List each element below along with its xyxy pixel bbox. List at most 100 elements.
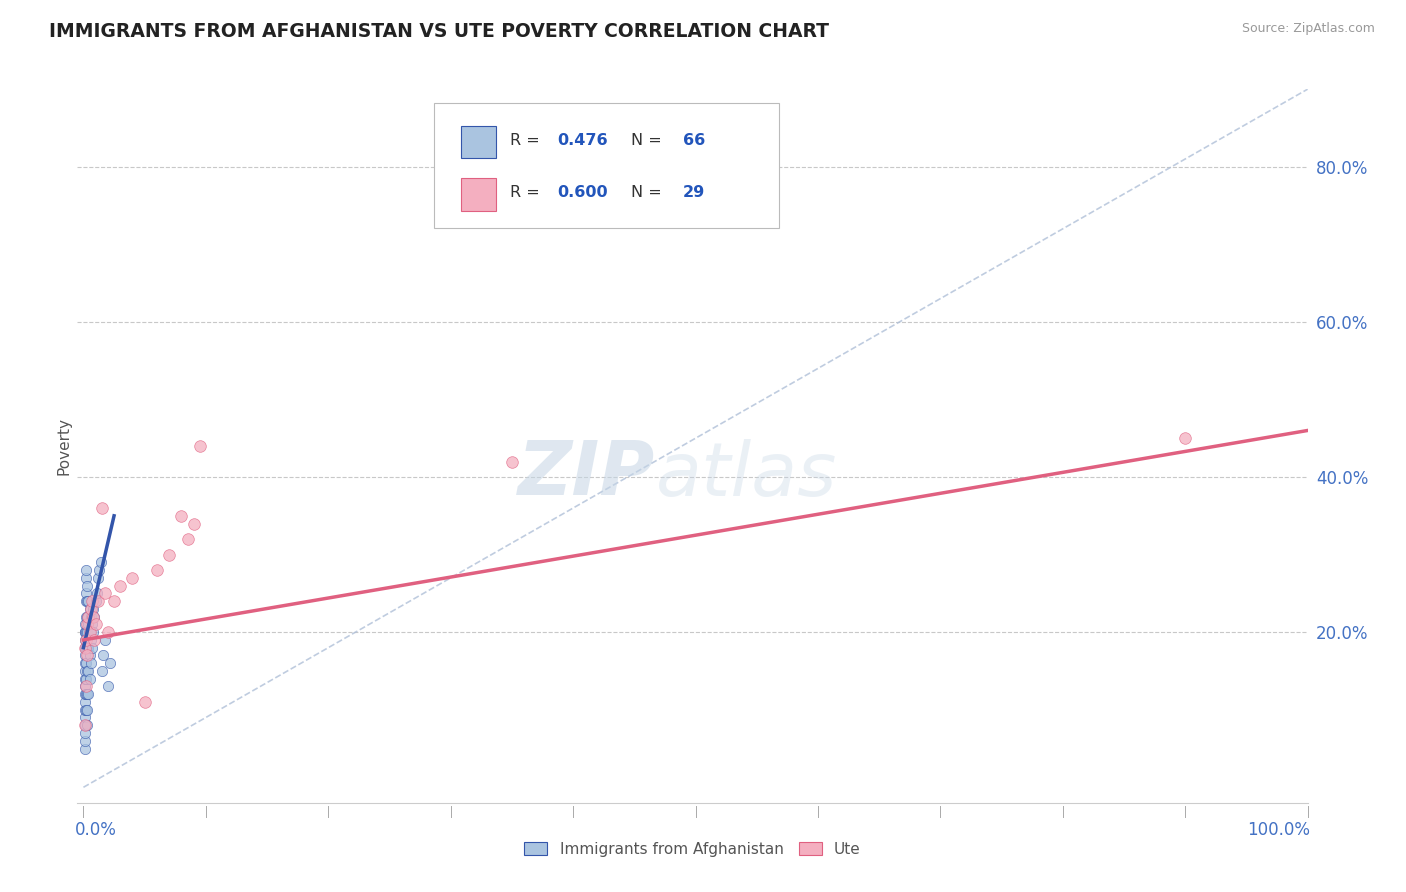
Point [501,454,523,468]
Point [76,648,98,663]
Point [77,640,100,655]
Point [82,625,104,640]
Legend: Immigrants from Afghanistan, Ute: Immigrants from Afghanistan, Ute [519,836,866,863]
Point [73,718,96,732]
Point [73,640,96,655]
Point [134,695,156,709]
Point [121,571,143,585]
Point [146,563,169,577]
Point [91,648,114,663]
Text: R =: R = [510,186,546,200]
Point [73,672,96,686]
Point [94,632,117,647]
Text: 100.0%: 100.0% [1247,821,1310,838]
Point [76,594,98,608]
Point [75,656,97,670]
Point [77,687,100,701]
Point [83,632,105,647]
Point [80,656,103,670]
Point [79,625,101,640]
Point [1174,431,1197,445]
Point [75,632,97,647]
Point [75,594,97,608]
Point [82,602,104,616]
Text: IMMIGRANTS FROM AFGHANISTAN VS UTE POVERTY CORRELATION CHART: IMMIGRANTS FROM AFGHANISTAN VS UTE POVER… [49,22,830,41]
Point [87,594,110,608]
Point [94,586,117,600]
Point [100,656,122,670]
Point [73,741,96,756]
Point [73,625,96,640]
FancyBboxPatch shape [461,178,496,211]
Point [75,680,97,694]
Text: 29: 29 [683,186,704,200]
Point [73,703,96,717]
Y-axis label: Poverty: Poverty [56,417,72,475]
Point [77,617,100,632]
Point [75,703,97,717]
Text: atlas: atlas [655,439,837,510]
Point [73,710,96,724]
Point [80,594,103,608]
Point [103,594,125,608]
Text: 66: 66 [683,133,704,148]
Point [82,609,104,624]
Point [90,555,112,569]
Point [76,579,98,593]
Text: 0.476: 0.476 [557,133,607,148]
Point [80,609,103,624]
Point [108,579,131,593]
Point [73,687,96,701]
Point [89,563,111,577]
Point [73,733,96,747]
Text: Source: ZipAtlas.com: Source: ZipAtlas.com [1241,22,1375,36]
Point [75,571,97,585]
Point [73,648,96,663]
Point [77,609,100,624]
Point [75,563,97,577]
Point [76,609,98,624]
Point [77,594,100,608]
Point [176,532,198,546]
FancyBboxPatch shape [461,127,496,159]
Text: R =: R = [510,133,546,148]
Point [90,664,112,678]
Point [76,625,98,640]
Point [76,640,98,655]
Point [73,632,96,647]
Point [79,648,101,663]
Point [76,718,98,732]
Point [83,609,105,624]
Point [80,617,103,632]
Text: 0.600: 0.600 [557,186,607,200]
Point [76,617,98,632]
Point [76,664,98,678]
Point [73,726,96,740]
Point [157,548,180,562]
Text: N =: N = [631,186,666,200]
Point [73,656,96,670]
Point [73,640,96,655]
Point [80,640,103,655]
Point [76,687,98,701]
Text: 0.0%: 0.0% [75,821,117,838]
Point [84,617,107,632]
Point [86,586,108,600]
Point [73,695,96,709]
Point [170,508,193,523]
Point [76,703,98,717]
Point [79,625,101,640]
Point [188,439,211,453]
Point [75,672,97,686]
Point [75,640,97,655]
Point [73,664,96,678]
Point [75,586,97,600]
Point [90,501,112,516]
Point [84,594,107,608]
Point [75,609,97,624]
Point [73,680,96,694]
Point [77,664,100,678]
Point [75,625,97,640]
Point [79,602,101,616]
Point [97,680,120,694]
